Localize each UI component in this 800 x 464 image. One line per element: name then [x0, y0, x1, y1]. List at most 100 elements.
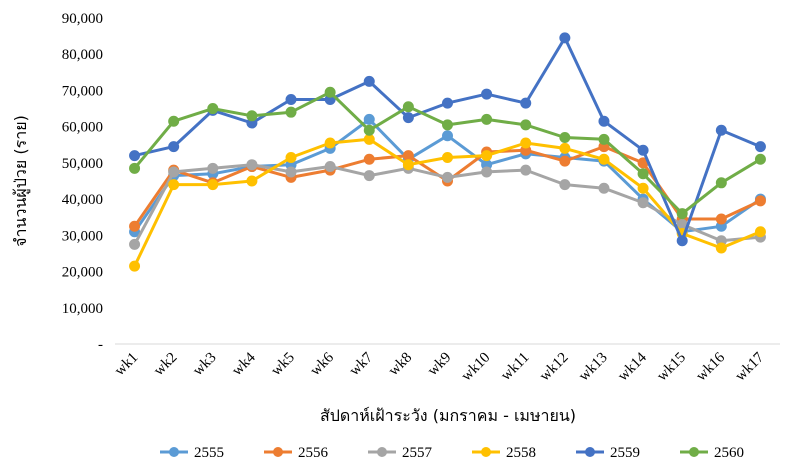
legend-item-2557: 2557	[368, 445, 433, 461]
data-point	[402, 101, 414, 113]
data-point	[481, 150, 493, 162]
legend-label: 2555	[194, 445, 224, 461]
data-point	[402, 112, 414, 124]
x-tick-label: wk7	[347, 349, 377, 379]
legend-item-2560: 2560	[680, 445, 744, 461]
legend-label: 2556	[298, 445, 329, 461]
x-tick-label: wk6	[307, 349, 337, 379]
data-point	[598, 115, 610, 127]
data-point	[442, 130, 453, 142]
data-point	[207, 162, 219, 174]
data-point	[598, 133, 610, 145]
data-point	[637, 168, 649, 180]
data-point	[637, 197, 649, 209]
data-point	[481, 166, 493, 178]
data-point	[559, 132, 571, 144]
x-tick-label: wk11	[498, 350, 532, 384]
data-point	[520, 164, 532, 176]
data-point	[715, 177, 727, 189]
data-point	[129, 260, 141, 272]
legend-item-2556: 2556	[264, 445, 329, 461]
data-point	[324, 86, 336, 98]
data-point	[637, 182, 649, 194]
data-point	[129, 220, 141, 232]
data-point	[520, 97, 532, 109]
x-tick-label: wk10	[459, 350, 494, 385]
x-tick-labels: wk1 wk2 wk3 wk4 wk5 wk6 wk7 wk8 wk9 wk10 wk11 wk12 w…	[112, 349, 768, 384]
y-tick-label: 80,000	[62, 47, 103, 63]
data-point	[363, 75, 375, 87]
data-point	[481, 113, 493, 125]
legend-item-2558: 2558	[472, 445, 536, 461]
series-2558	[129, 133, 766, 272]
data-point	[402, 150, 414, 162]
data-point	[246, 175, 258, 187]
data-point	[324, 161, 336, 173]
legend-label: 2560	[714, 445, 744, 461]
data-point	[559, 32, 571, 44]
y-tick-label: 70,000	[62, 83, 103, 99]
data-point	[129, 238, 141, 250]
data-point	[168, 179, 180, 191]
data-point	[715, 124, 727, 136]
x-tick-label: wk5	[268, 350, 298, 380]
y-tick-labels: - 10,000 20,000 30,000 40,000 50,000 60,000 70,…	[62, 11, 103, 353]
data-point	[363, 170, 375, 182]
x-tick-label: wk16	[693, 349, 728, 384]
data-point	[637, 144, 649, 156]
legend-label: 2559	[610, 445, 640, 461]
data-point	[363, 113, 375, 125]
y-tick-label: 40,000	[62, 192, 103, 208]
legend-swatch-marker	[169, 447, 179, 457]
series-group	[129, 32, 766, 272]
data-point	[129, 162, 141, 174]
data-point	[676, 235, 688, 247]
legend-item-2555: 2555	[160, 445, 224, 461]
x-tick-label: wk4	[229, 349, 259, 379]
data-point	[168, 141, 180, 153]
data-point	[559, 155, 571, 167]
data-point	[285, 94, 297, 105]
data-point	[598, 153, 610, 165]
series-2557	[129, 159, 766, 250]
data-point	[363, 153, 375, 165]
series-2560	[129, 86, 766, 220]
y-tick-label: -	[98, 337, 103, 353]
legend-swatch-marker	[377, 447, 387, 457]
data-point	[754, 226, 766, 238]
data-point	[442, 171, 453, 183]
data-point	[715, 213, 727, 225]
y-tick-label: 60,000	[62, 120, 103, 136]
x-tick-label: wk13	[576, 350, 611, 385]
y-axis-title: จำนวนผู้ป่วย (ราย)	[11, 115, 31, 247]
data-point	[285, 166, 297, 178]
x-tick-label: wk9	[425, 350, 455, 380]
x-tick-label: wk8	[386, 350, 416, 380]
data-point	[559, 179, 571, 191]
data-point	[363, 124, 375, 136]
data-point	[285, 151, 297, 163]
legend-label: 2558	[506, 445, 536, 461]
data-point	[754, 153, 766, 165]
data-point	[754, 141, 766, 153]
legend-swatch-marker	[481, 447, 491, 457]
data-point	[481, 88, 493, 100]
legend-item-2559: 2559	[576, 445, 640, 461]
x-tick-label: wk2	[151, 350, 181, 380]
data-point	[207, 179, 219, 191]
x-axis-title: สัปดาห์เฝ้าระวัง (มกราคม - เมษายน)	[320, 406, 576, 425]
y-tick-label: 90,000	[62, 11, 103, 27]
data-point	[168, 166, 180, 178]
x-tick-label: wk14	[615, 349, 650, 384]
data-point	[520, 119, 532, 131]
data-point	[754, 195, 766, 207]
legend-swatch-marker	[585, 447, 595, 457]
data-point	[402, 159, 414, 171]
data-point	[168, 115, 180, 127]
legend-label: 2557	[402, 445, 433, 461]
x-tick-label: wk3	[190, 350, 220, 380]
data-point	[324, 137, 336, 149]
legend-swatch-marker	[689, 447, 699, 457]
y-tick-label: 20,000	[62, 265, 103, 281]
